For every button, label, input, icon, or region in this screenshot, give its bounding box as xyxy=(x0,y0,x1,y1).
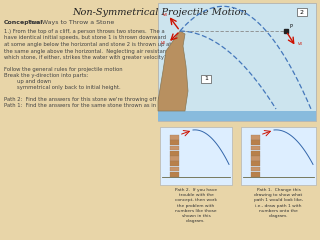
Text: which stone, if either, strikes the water with greater velocity?: which stone, if either, strikes the wate… xyxy=(4,55,167,60)
Bar xyxy=(170,140,179,145)
Bar xyxy=(170,172,179,177)
Text: $v_0$: $v_0$ xyxy=(162,11,169,19)
Text: Follow the general rules for projectile motion: Follow the general rules for projectile … xyxy=(4,67,123,72)
Text: 2: 2 xyxy=(300,10,304,14)
Text: symmetrical only back to initial height.: symmetrical only back to initial height. xyxy=(4,85,121,90)
Text: Non-Symmetrical Projectile Motion: Non-Symmetrical Projectile Motion xyxy=(73,8,247,17)
Text: have identical initial speeds, but stone 1 is thrown downward: have identical initial speeds, but stone… xyxy=(4,36,166,41)
Text: Path 2.  If you have
trouble with the
concept, then work
the problem with
number: Path 2. If you have trouble with the con… xyxy=(175,188,217,223)
Bar xyxy=(251,161,260,166)
Polygon shape xyxy=(158,31,188,111)
Text: Break the y-direction into parts:: Break the y-direction into parts: xyxy=(4,73,88,78)
Bar xyxy=(170,135,179,140)
Text: at some angle below the horizontal and stone 2 is thrown up at: at some angle below the horizontal and s… xyxy=(4,42,172,47)
Bar xyxy=(158,3,316,121)
Bar xyxy=(170,151,179,156)
Text: $v_0$: $v_0$ xyxy=(297,40,304,48)
Bar xyxy=(160,127,232,185)
Text: 1.) From the top of a cliff, a person throws two stones.  The a: 1.) From the top of a cliff, a person th… xyxy=(4,29,164,34)
Bar xyxy=(251,151,260,156)
Text: up and down: up and down xyxy=(4,79,51,84)
Text: Conceptual: Conceptual xyxy=(4,20,44,25)
Bar xyxy=(158,111,316,121)
Bar xyxy=(170,145,179,150)
Text: Path 1:  Find the answers for the same stone thrown as in pa: Path 1: Find the answers for the same st… xyxy=(4,102,164,108)
Bar xyxy=(251,140,260,145)
Bar xyxy=(201,75,211,83)
Bar xyxy=(170,161,179,166)
Text: 1: 1 xyxy=(204,77,208,82)
Bar xyxy=(251,135,260,140)
Bar xyxy=(170,156,179,161)
Bar xyxy=(170,167,179,171)
Bar xyxy=(241,127,316,185)
Bar xyxy=(251,167,260,171)
Bar xyxy=(251,156,260,161)
Text: Two Ways to Throw a Stone: Two Ways to Throw a Stone xyxy=(26,20,114,25)
Bar xyxy=(251,172,260,177)
Text: the same angle above the horizontal.  Neglecting air resistance,: the same angle above the horizontal. Neg… xyxy=(4,48,174,54)
Text: Path 1.  Change this
drawing to show what
path 1 would look like,
i.e., draw pat: Path 1. Change this drawing to show what… xyxy=(254,188,303,218)
Bar xyxy=(251,145,260,150)
Text: P: P xyxy=(289,24,292,29)
Text: $v_0$: $v_0$ xyxy=(160,39,167,47)
Text: Path 2:  Find the answers for this stone we're throwing off the: Path 2: Find the answers for this stone … xyxy=(4,96,167,102)
Bar xyxy=(297,8,307,16)
